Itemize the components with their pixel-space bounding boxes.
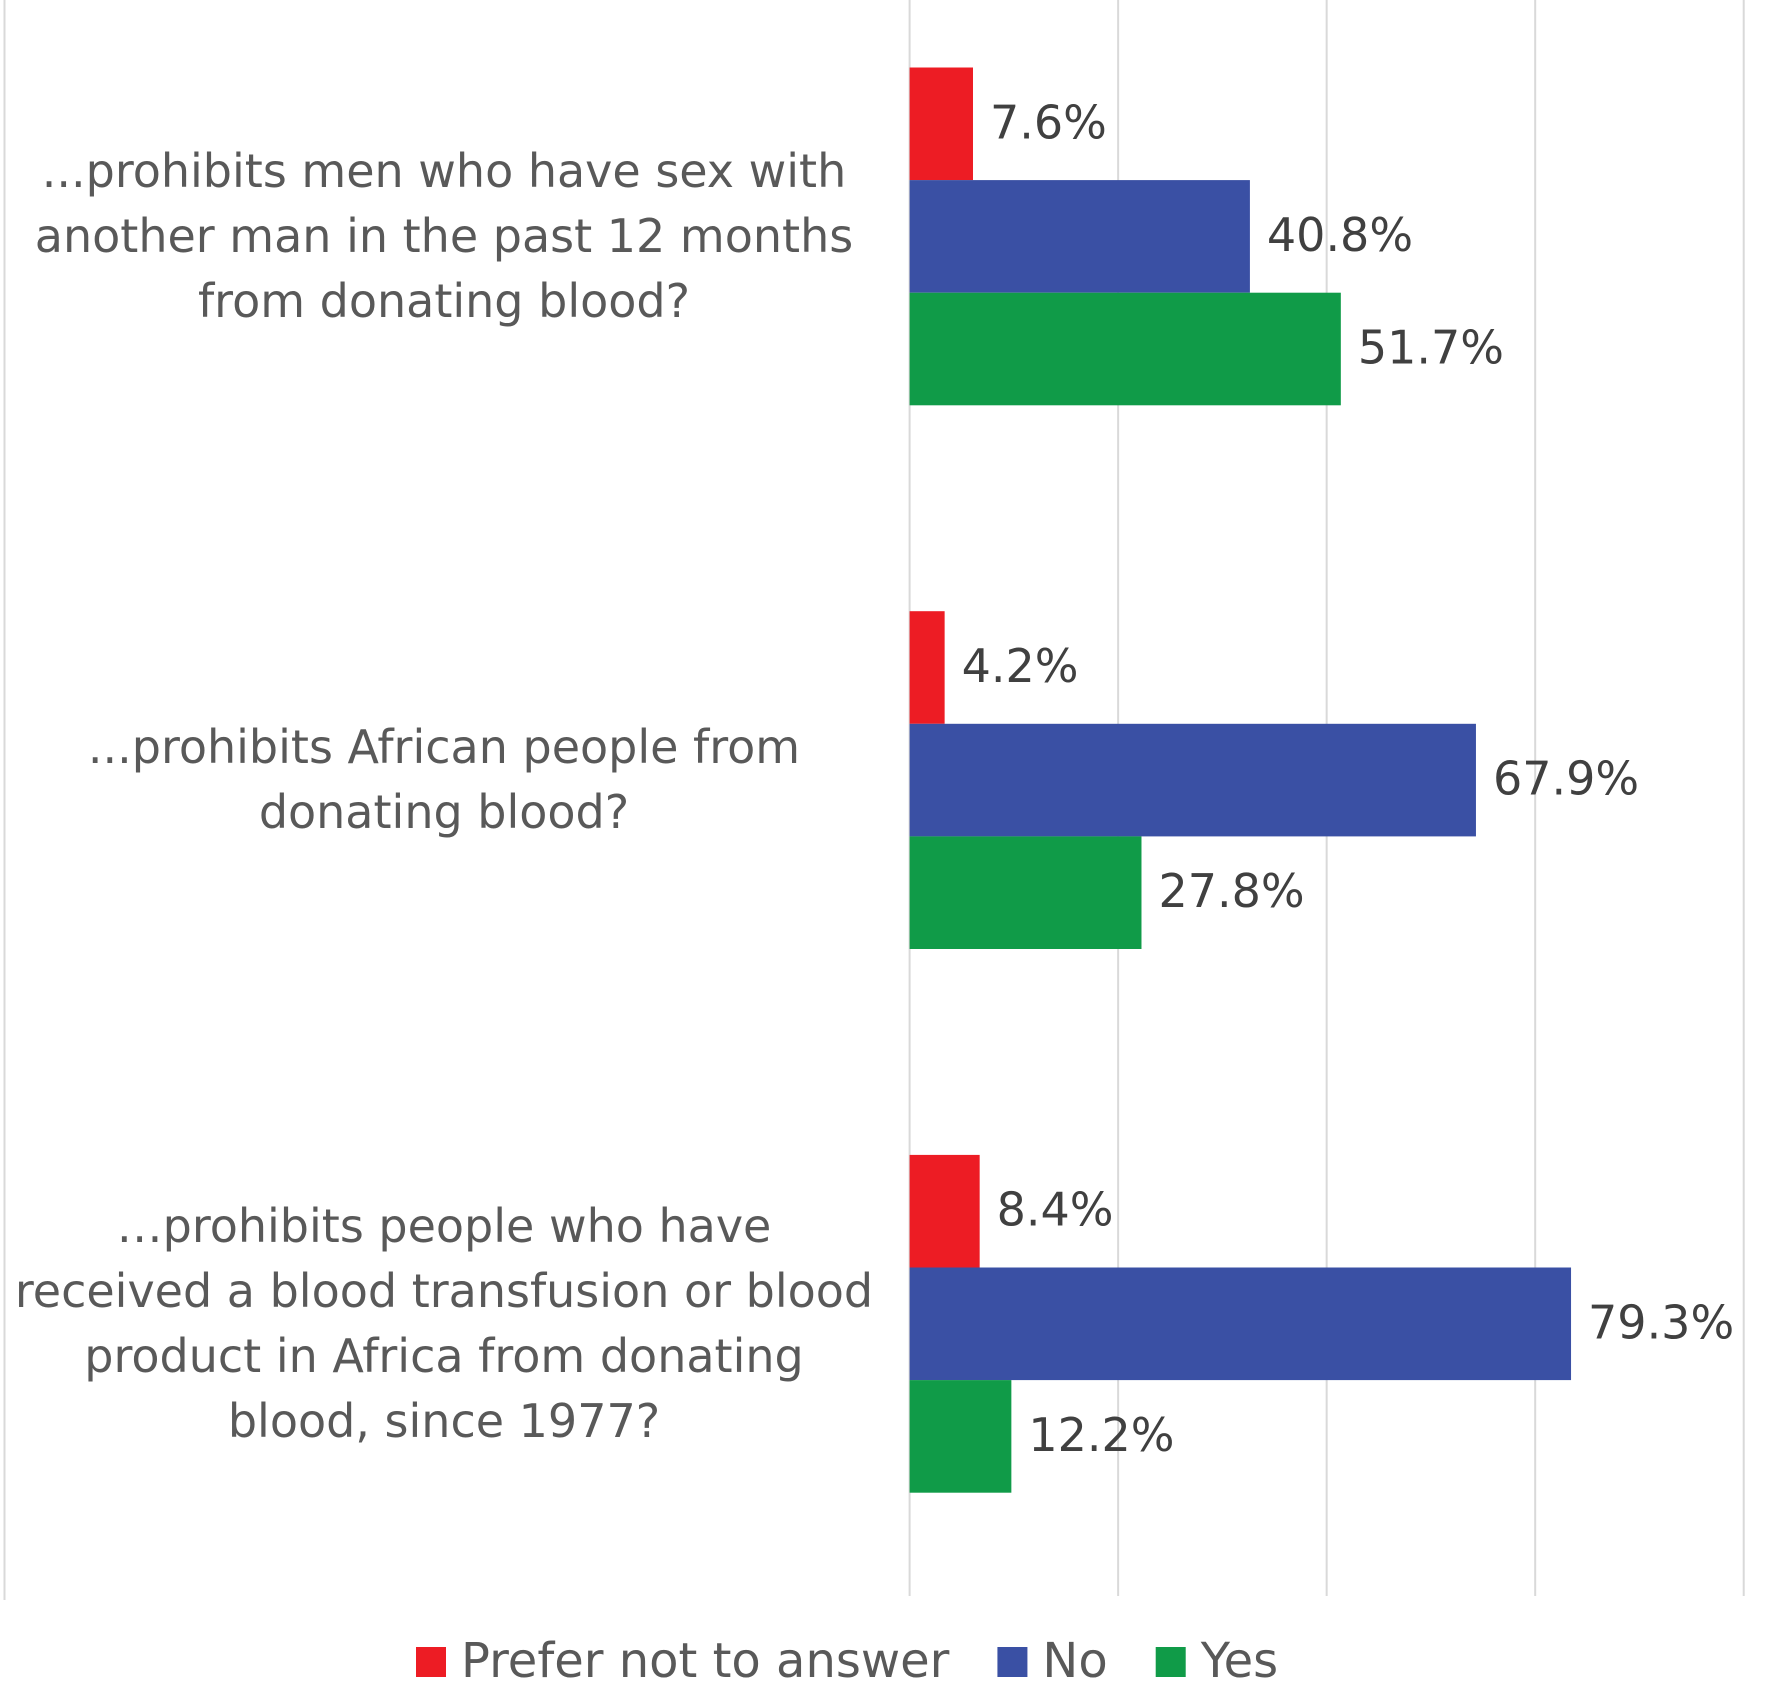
legend-swatch	[997, 1647, 1028, 1677]
value-label: 27.8%	[1158, 864, 1304, 918]
bar	[909, 611, 945, 724]
legend-label: Yes	[1200, 1633, 1278, 1687]
value-label: 51.7%	[1358, 321, 1504, 375]
category-label: ...prohibits men who have sex with anoth…	[34, 144, 854, 328]
bar	[909, 1154, 980, 1268]
bar	[909, 292, 1341, 406]
value-label: 67.9%	[1493, 752, 1639, 806]
bar	[909, 67, 973, 181]
bar	[909, 723, 1476, 837]
bar	[909, 836, 1142, 949]
legend-label: No	[1042, 1633, 1107, 1687]
value-label: 79.3%	[1588, 1295, 1734, 1349]
value-label: 7.6%	[990, 95, 1107, 149]
bar	[909, 1267, 1572, 1381]
value-label: 4.2%	[962, 639, 1079, 693]
value-label: 12.2%	[1028, 1408, 1174, 1462]
bar	[909, 180, 1250, 293]
legend-swatch	[1155, 1647, 1186, 1677]
category-label: ...prohibits African people from donatin…	[87, 720, 801, 840]
legend-label: Prefer not to answer	[461, 1633, 950, 1687]
value-label: 8.4%	[997, 1183, 1114, 1237]
category-label: …prohibits people who have received a bl…	[14, 1198, 874, 1448]
value-label: 40.8%	[1267, 208, 1413, 262]
bar	[909, 1380, 1012, 1493]
legend-swatch	[416, 1647, 446, 1677]
